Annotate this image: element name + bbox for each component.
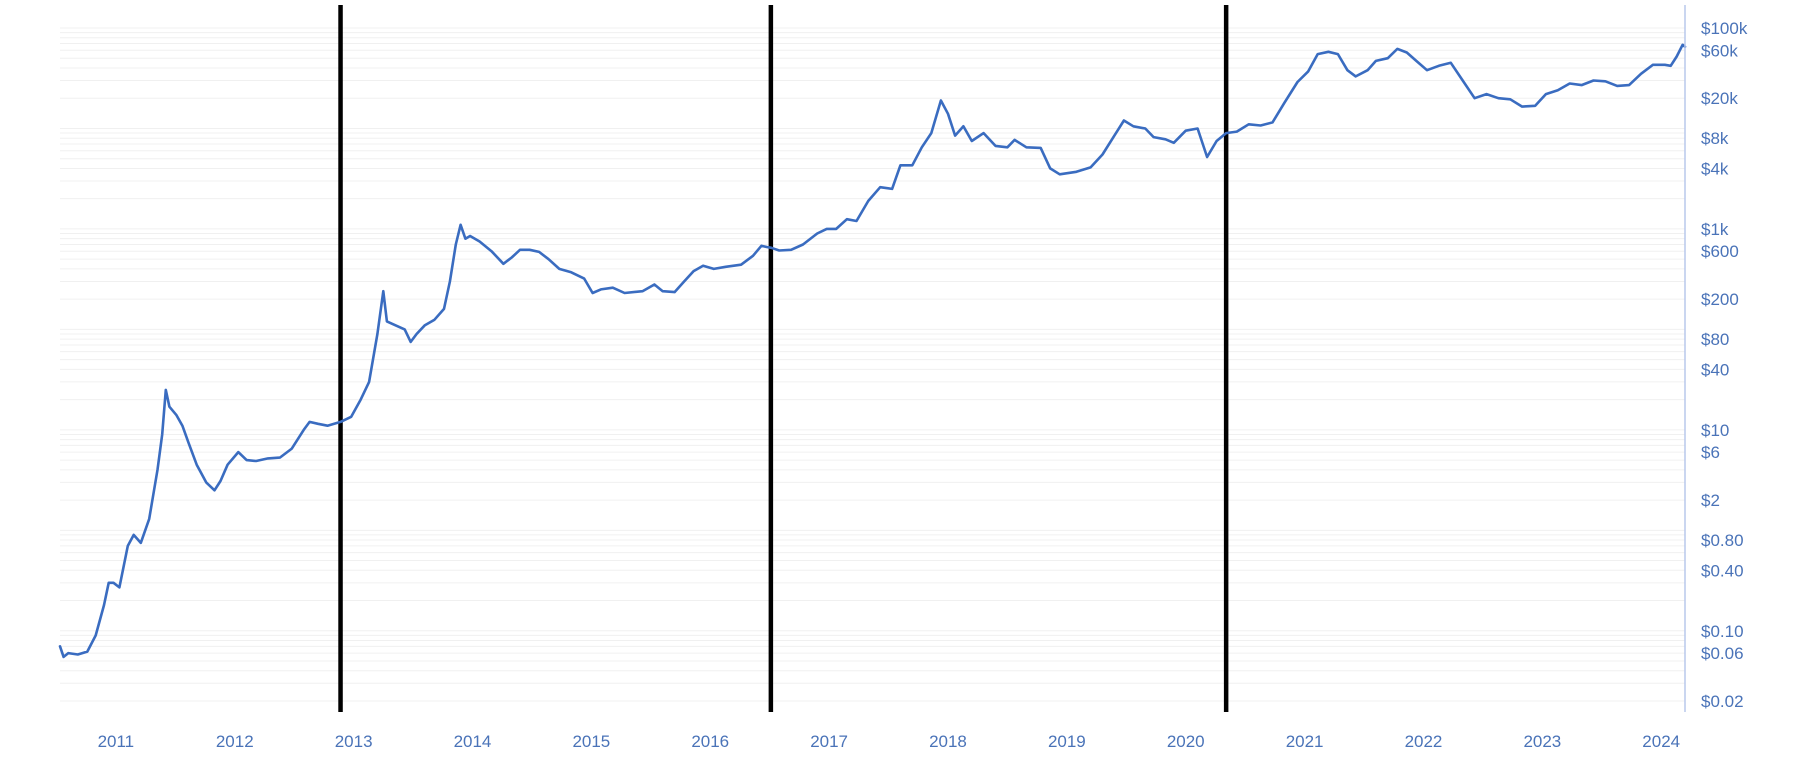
x-tick-label: 2019 <box>1048 732 1086 751</box>
y-tick-label: $60k <box>1701 41 1738 60</box>
x-tick-label: 2021 <box>1286 732 1324 751</box>
y-tick-label: $200 <box>1701 290 1739 309</box>
x-tick-label: 2013 <box>335 732 373 751</box>
y-tick-label: $0.40 <box>1701 561 1744 580</box>
y-tick-labels: $0.02 $0.06 $0.10 $0.40 $0.80 $2 $6 $10 $40 $80 $2… <box>1701 19 1748 711</box>
y-tick-label: $2 <box>1701 491 1720 510</box>
y-tick-label: $80 <box>1701 330 1729 349</box>
x-tick-label: 2011 <box>98 732 135 751</box>
y-tick-label: $0.10 <box>1701 622 1744 641</box>
y-tick-label: $40 <box>1701 360 1729 379</box>
x-tick-label: 2012 <box>216 732 254 751</box>
y-tick-label: $0.80 <box>1701 531 1744 550</box>
y-tick-label: $4k <box>1701 159 1729 178</box>
y-tick-label: $100k <box>1701 19 1748 38</box>
series-lines <box>58 43 1687 659</box>
y-tick-label: $600 <box>1701 242 1739 261</box>
x-tick-label: 2017 <box>810 732 848 751</box>
y-tick-label: $10 <box>1701 421 1729 440</box>
x-tick-label: 2024 <box>1642 732 1680 751</box>
halving-lines <box>338 5 1229 712</box>
y-tick-label: $8k <box>1701 129 1729 148</box>
price-series-line <box>58 43 1687 659</box>
y-tick-label: $0.02 <box>1701 692 1744 711</box>
x-tick-label: 2014 <box>454 732 492 751</box>
y-tick-label: $1k <box>1701 220 1729 239</box>
x-tick-label: 2022 <box>1405 732 1443 751</box>
x-tick-label: 2018 <box>929 732 967 751</box>
x-tick-label: 2023 <box>1523 732 1561 751</box>
y-tick-label: $0.06 <box>1701 644 1744 663</box>
x-tick-label: 2015 <box>572 732 610 751</box>
y-tick-label: $20k <box>1701 89 1738 108</box>
x-tick-label: 2020 <box>1167 732 1205 751</box>
grid <box>60 27 1685 702</box>
x-tick-labels: 2011 2012 2013 2014 2015 2016 2017 2018 2019 2020… <box>98 732 1681 751</box>
x-tick-label: 2016 <box>691 732 729 751</box>
y-tick-label: $6 <box>1701 443 1720 462</box>
